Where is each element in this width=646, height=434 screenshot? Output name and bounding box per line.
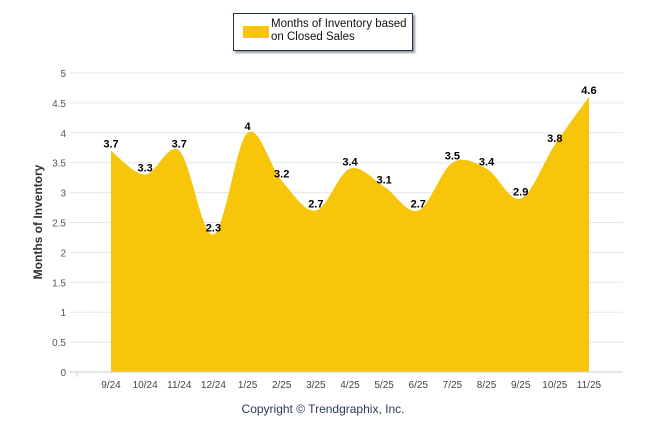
y-tick-label: 0.5	[52, 338, 66, 349]
y-tick-label: 5	[60, 69, 66, 80]
data-label: 3.2	[274, 169, 289, 181]
x-tick-label: 12/24	[201, 380, 226, 391]
data-label: 3.3	[137, 163, 152, 175]
data-label: 2.9	[513, 187, 528, 199]
x-tick-label: 1/25	[238, 380, 258, 391]
data-label: 4.6	[581, 85, 596, 97]
data-label: 3.7	[103, 139, 118, 151]
data-label: 3.7	[172, 139, 187, 151]
y-tick-label: 1	[60, 308, 66, 319]
data-label: 3.5	[445, 151, 460, 163]
data-label: 3.4	[342, 157, 358, 169]
x-tick-label: 10/25	[542, 380, 567, 391]
legend-swatch	[243, 26, 269, 38]
data-label: 2.7	[308, 199, 323, 211]
y-tick-label: 3.5	[52, 159, 66, 170]
data-label: 3.1	[376, 175, 391, 187]
y-tick-label: 2	[60, 248, 66, 259]
x-tick-label: 2/25	[272, 380, 292, 391]
copyright: Copyright © Trendgraphix, Inc.	[241, 402, 405, 416]
y-tick-label: 4.5	[52, 99, 66, 110]
x-tick-label: 3/25	[306, 380, 326, 391]
x-tick-label: 6/25	[409, 380, 429, 391]
y-tick-label: 4	[60, 129, 66, 140]
data-label: 3.8	[547, 133, 562, 145]
data-label: 3.4	[479, 157, 495, 169]
x-tick-label: 5/25	[374, 380, 394, 391]
y-tick-label: 2.5	[52, 219, 66, 230]
x-tick-label: 7/25	[443, 380, 463, 391]
data-label: 2.3	[206, 222, 221, 234]
series-area	[111, 96, 589, 373]
x-tick-label: 11/25	[577, 380, 602, 391]
y-tick-label: 0	[60, 368, 66, 379]
x-tick-label: 8/25	[477, 380, 497, 391]
x-tick-label: 11/24	[167, 380, 192, 391]
y-tick-label: 3	[60, 189, 66, 200]
y-tick-label: 1.5	[52, 278, 66, 289]
x-tick-label: 9/24	[101, 380, 121, 391]
legend-label: Months of Inventory based on Closed Sale…	[271, 18, 407, 43]
x-tick-label: 10/24	[133, 380, 158, 391]
data-label: 4	[244, 121, 251, 133]
y-axis-title: Months of Inventory	[31, 164, 45, 279]
x-tick-label: 9/25	[511, 380, 531, 391]
data-label: 2.7	[411, 199, 426, 211]
x-tick-label: 4/25	[340, 380, 360, 391]
legend: Months of Inventory based on Closed Sale…	[233, 13, 413, 51]
